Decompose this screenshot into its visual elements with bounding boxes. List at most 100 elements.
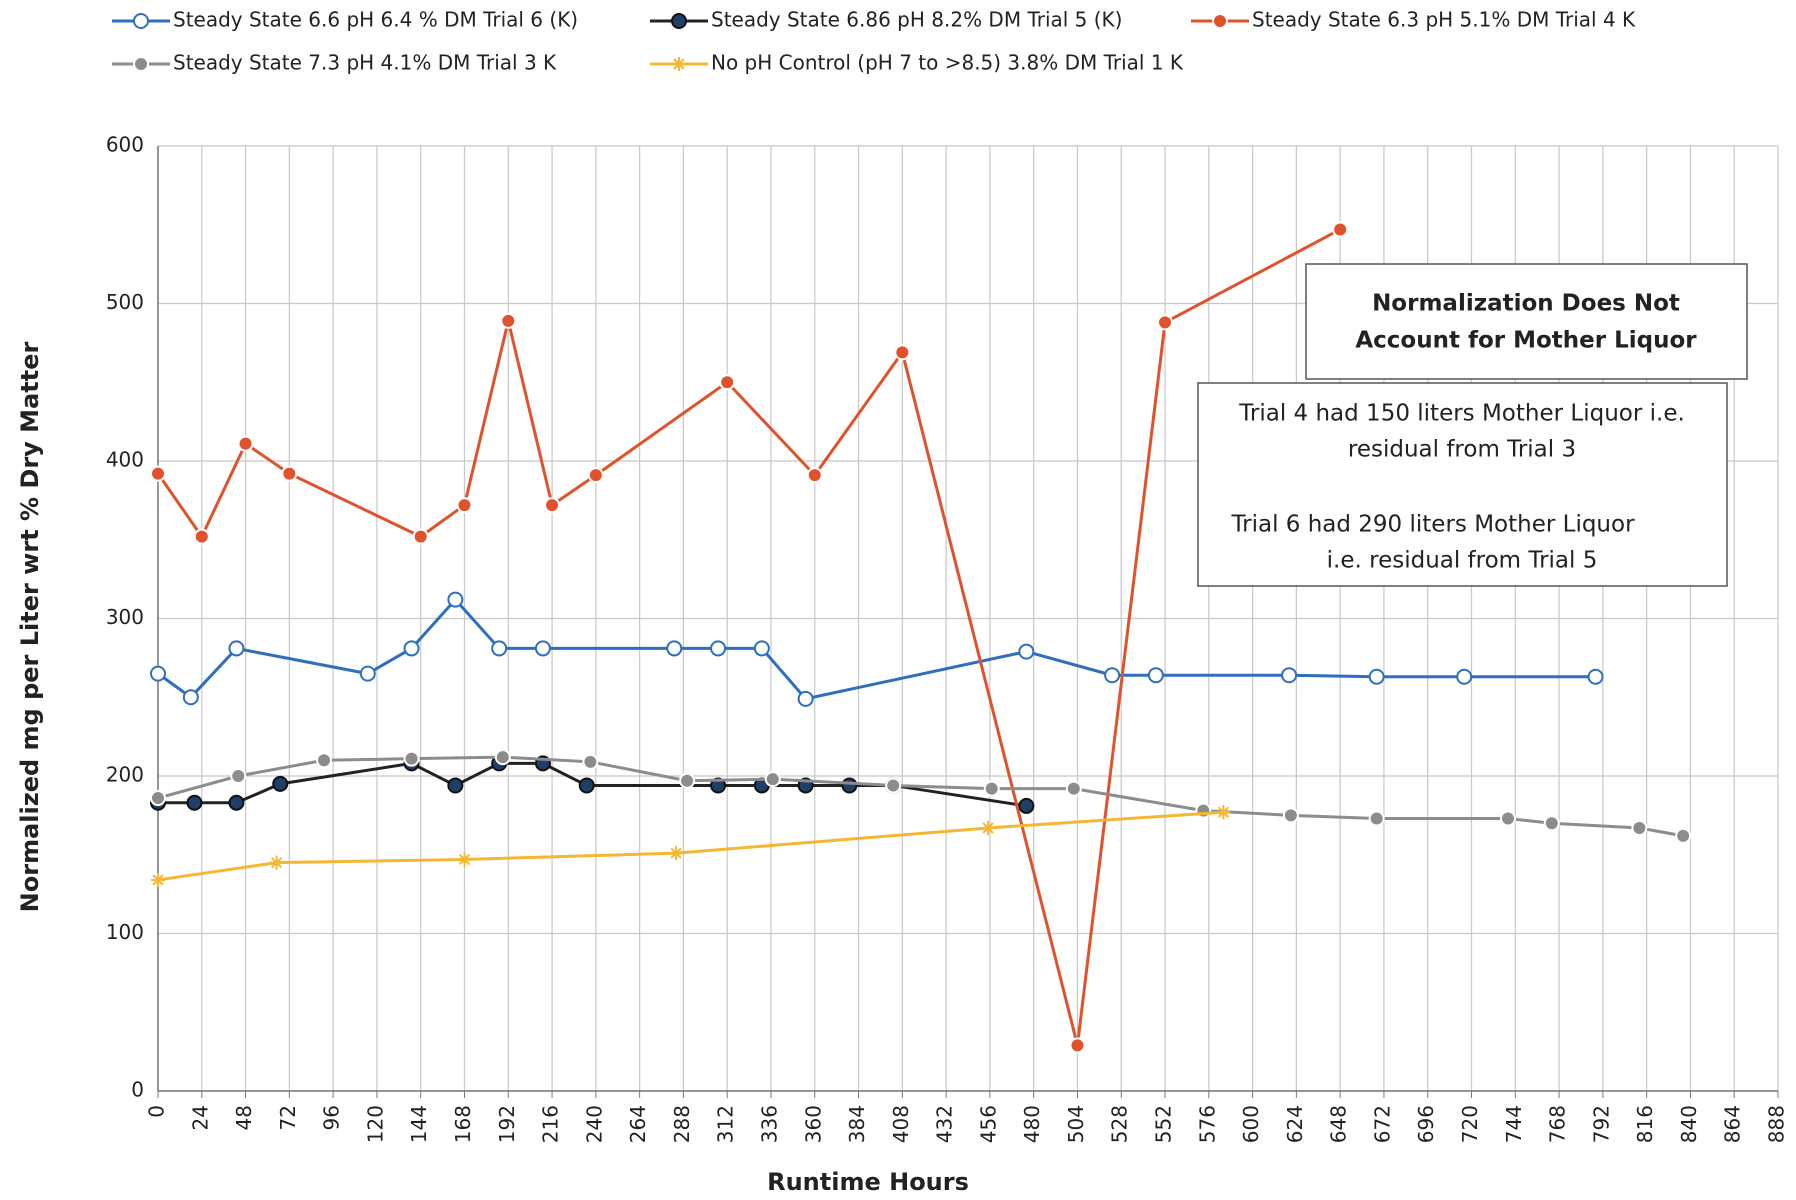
x-tick-label: 672 (1370, 1105, 1394, 1143)
x-tick-label: 816 (1633, 1105, 1657, 1143)
annotation-box (1305, 263, 1748, 380)
marker (491, 640, 508, 657)
marker (587, 467, 604, 484)
marker (1282, 807, 1299, 824)
x-tick-label: 480 (1020, 1105, 1044, 1143)
x-tick-label: 336 (757, 1105, 781, 1143)
marker (151, 872, 165, 887)
marker (1157, 314, 1174, 331)
x-tick-label: 48 (232, 1105, 256, 1130)
legend-label: Steady State 7.3 pH 4.1% DM Trial 3 K (173, 51, 557, 75)
marker (719, 374, 736, 391)
x-tick-label: 432 (933, 1105, 957, 1143)
marker (885, 777, 902, 794)
x-tick-label: 648 (1327, 1105, 1351, 1143)
marker (456, 497, 473, 514)
marker (1368, 668, 1385, 685)
x-tick-label: 720 (1458, 1105, 1482, 1143)
marker (1018, 797, 1035, 814)
marker (150, 465, 166, 482)
y-tick-label: 0 (131, 1078, 144, 1102)
marker (359, 665, 376, 682)
marker (679, 772, 696, 789)
marker (230, 768, 247, 784)
x-tick-label: 696 (1414, 1105, 1438, 1143)
marker (764, 771, 781, 788)
marker (1069, 1037, 1086, 1054)
marker (1147, 667, 1164, 684)
x-tick-label: 744 (1502, 1105, 1526, 1143)
series-line (156, 228, 1341, 1046)
marker (983, 780, 1000, 797)
x-tick-label: 120 (363, 1105, 387, 1143)
marker (193, 528, 210, 545)
marker (1543, 815, 1560, 832)
x-axis-label: Runtime Hours (767, 1168, 969, 1196)
legend-label: No pH Control (pH 7 to >8.5) 3.8% DM Tri… (711, 51, 1184, 75)
marker (1368, 810, 1385, 827)
marker (1065, 780, 1082, 797)
x-tick-label: 216 (539, 1105, 563, 1143)
x-tick-label: 624 (1283, 1105, 1307, 1143)
marker (1195, 802, 1212, 819)
marker (1500, 810, 1516, 827)
marker (1216, 805, 1231, 820)
marker (150, 665, 166, 682)
marker (669, 846, 684, 861)
legend-label: Steady State 6.6 pH 6.4 % DM Trial 6 (K) (173, 8, 578, 32)
marker (544, 497, 561, 514)
marker (534, 640, 551, 657)
marker (841, 777, 858, 794)
marker (582, 753, 599, 770)
x-tick-label: 168 (451, 1105, 475, 1143)
y-tick-label: 200 (106, 763, 144, 787)
marker (494, 749, 511, 766)
marker (666, 640, 683, 657)
x-tick-label: 840 (1677, 1105, 1701, 1143)
marker (1281, 667, 1298, 684)
x-tick-label: 288 (670, 1105, 694, 1143)
y-tick-label: 300 (106, 605, 144, 629)
x-tick-label: 240 (582, 1105, 606, 1143)
marker (981, 820, 996, 835)
legend-marker (672, 57, 686, 71)
x-tick-label: 864 (1721, 1105, 1745, 1143)
series-line (157, 755, 1684, 838)
marker (1332, 221, 1349, 238)
x-tick-label: 384 (845, 1105, 869, 1143)
y-tick-label: 500 (106, 290, 144, 314)
x-tick-label: 72 (276, 1105, 300, 1130)
legend-label: Steady State 6.86 pH 8.2% DM Trial 5 (K) (711, 8, 1122, 32)
y-tick-label: 600 (106, 133, 144, 157)
marker (797, 690, 814, 707)
marker (1018, 643, 1035, 660)
x-tick-label: 456 (976, 1105, 1000, 1143)
legend-marker (133, 13, 149, 29)
marker (150, 790, 166, 807)
x-tick-label: 312 (714, 1105, 738, 1143)
marker (186, 794, 203, 811)
marker (457, 852, 472, 867)
x-tick-label: 264 (626, 1105, 650, 1143)
marker (412, 528, 429, 545)
marker (403, 640, 420, 657)
marker (228, 640, 245, 657)
marker (1104, 667, 1121, 684)
x-tick-label: 408 (889, 1105, 913, 1143)
marker (894, 344, 911, 361)
marker (228, 794, 245, 811)
series-line (157, 810, 1224, 882)
y-axis-label: Normalized mg per Liter wrt % Dry Matter (16, 342, 44, 913)
marker (1587, 668, 1604, 685)
x-tick-label: 0 (145, 1105, 169, 1118)
annotation: residual from Trial 3 (1348, 437, 1576, 463)
legend-marker (133, 56, 149, 72)
x-tick-label: 888 (1765, 1105, 1789, 1143)
x-tick-label: 96 (320, 1105, 344, 1130)
marker (316, 752, 333, 769)
x-tick-label: 192 (495, 1105, 519, 1143)
marker (447, 777, 464, 794)
marker (272, 775, 289, 792)
x-tick-label: 792 (1589, 1105, 1613, 1143)
